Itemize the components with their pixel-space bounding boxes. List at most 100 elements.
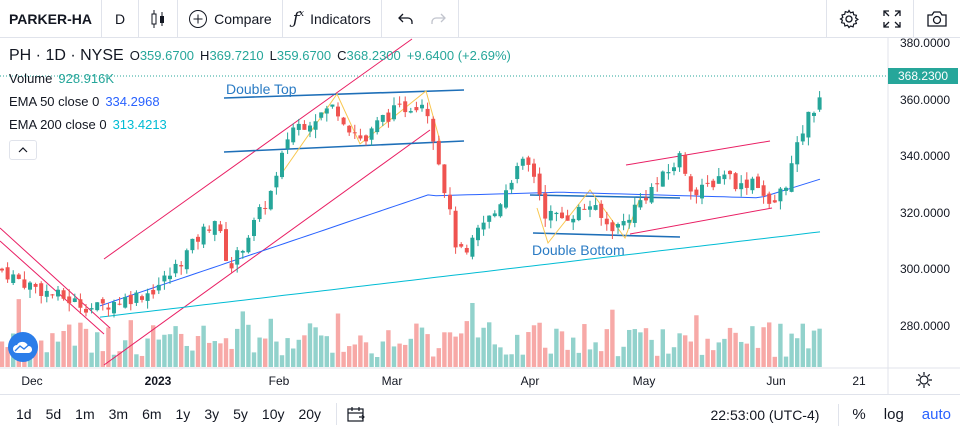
candle-body[interactable] bbox=[235, 250, 240, 265]
candle-body[interactable] bbox=[330, 104, 335, 107]
candle-body[interactable] bbox=[789, 163, 794, 192]
candle-body[interactable] bbox=[532, 163, 536, 177]
candle-body[interactable] bbox=[78, 299, 83, 308]
candle-body[interactable] bbox=[560, 212, 564, 219]
interval-button[interactable]: D bbox=[102, 0, 140, 38]
legend-volume-row[interactable]: Volume 928.916K bbox=[9, 67, 513, 90]
candle-body[interactable] bbox=[817, 97, 822, 110]
candle-body[interactable] bbox=[56, 289, 60, 297]
candle-body[interactable] bbox=[50, 294, 55, 296]
brand-logo[interactable] bbox=[8, 332, 38, 362]
candle-body[interactable] bbox=[565, 215, 570, 221]
candle-body[interactable] bbox=[778, 188, 783, 202]
screenshot-button[interactable] bbox=[913, 0, 960, 38]
candle-body[interactable] bbox=[61, 290, 66, 299]
candle-body[interactable] bbox=[95, 302, 100, 311]
candle-body[interactable] bbox=[481, 222, 486, 230]
range-button-10y[interactable]: 10y bbox=[261, 406, 285, 422]
candle-body[interactable] bbox=[112, 301, 116, 314]
candle-body[interactable] bbox=[772, 200, 777, 203]
candle-body[interactable] bbox=[761, 185, 766, 196]
candle-body[interactable] bbox=[0, 268, 4, 271]
candle-body[interactable] bbox=[16, 274, 21, 279]
candle-body[interactable] bbox=[683, 155, 688, 174]
candle-body[interactable] bbox=[190, 238, 195, 251]
candle-body[interactable] bbox=[268, 190, 273, 210]
candle-body[interactable] bbox=[571, 218, 576, 223]
channel-line[interactable] bbox=[625, 140, 771, 166]
double-top-label[interactable]: Double Top bbox=[226, 81, 297, 97]
log-scale-toggle[interactable]: log bbox=[883, 406, 904, 423]
candle-body[interactable] bbox=[246, 237, 251, 253]
legend-collapse-button[interactable] bbox=[9, 140, 37, 160]
candle-body[interactable] bbox=[442, 164, 447, 194]
candle-body[interactable] bbox=[733, 173, 738, 190]
candle-body[interactable] bbox=[196, 236, 200, 242]
candle-body[interactable] bbox=[420, 104, 424, 109]
candle-body[interactable] bbox=[728, 170, 732, 175]
candle-body[interactable] bbox=[145, 293, 150, 301]
candle-body[interactable] bbox=[621, 221, 626, 226]
range-button-6m[interactable]: 6m bbox=[142, 406, 162, 422]
candle-body[interactable] bbox=[123, 297, 128, 308]
candle-body[interactable] bbox=[716, 176, 721, 184]
pattern-zigzag[interactable] bbox=[281, 90, 441, 174]
candle-body[interactable] bbox=[666, 172, 671, 174]
candle-body[interactable] bbox=[593, 205, 598, 210]
candle-body[interactable] bbox=[431, 118, 436, 142]
candle-body[interactable] bbox=[543, 193, 548, 219]
candle-body[interactable] bbox=[705, 182, 710, 184]
candle-body[interactable] bbox=[89, 308, 94, 310]
candle-body[interactable] bbox=[492, 213, 497, 217]
double-bottom-support-line[interactable] bbox=[529, 194, 681, 199]
candle-body[interactable] bbox=[476, 227, 480, 241]
candle-body[interactable] bbox=[756, 176, 760, 188]
candle-body[interactable] bbox=[252, 219, 256, 237]
candle-body[interactable] bbox=[537, 173, 542, 195]
candle-body[interactable] bbox=[655, 183, 660, 185]
candle-body[interactable] bbox=[599, 203, 604, 218]
candle-body[interactable] bbox=[263, 207, 268, 209]
candle-body[interactable] bbox=[610, 222, 615, 232]
double-bottom-neck-line[interactable] bbox=[532, 232, 681, 238]
candle-body[interactable] bbox=[554, 212, 559, 215]
range-button-20y[interactable]: 20y bbox=[298, 406, 322, 422]
candle-body[interactable] bbox=[67, 296, 72, 304]
candle-body[interactable] bbox=[515, 166, 520, 180]
candle-body[interactable] bbox=[750, 178, 755, 191]
range-button-3y[interactable]: 3y bbox=[204, 406, 220, 422]
candle-body[interactable] bbox=[44, 290, 49, 297]
channel-line[interactable] bbox=[0, 227, 111, 329]
candle-body[interactable] bbox=[700, 184, 704, 199]
auto-scale-toggle[interactable]: auto bbox=[921, 406, 951, 423]
candle-body[interactable] bbox=[677, 153, 682, 168]
candle-body[interactable] bbox=[201, 226, 206, 245]
channel-line[interactable] bbox=[0, 240, 105, 335]
candle-body[interactable] bbox=[72, 298, 77, 303]
candle-body[interactable] bbox=[588, 206, 592, 210]
candle-body[interactable] bbox=[39, 283, 44, 296]
candle-body[interactable] bbox=[739, 183, 744, 190]
candle-body[interactable] bbox=[5, 267, 10, 280]
candle-body[interactable] bbox=[806, 111, 811, 138]
candle-body[interactable] bbox=[688, 176, 693, 192]
candle-body[interactable] bbox=[498, 204, 503, 217]
candle-body[interactable] bbox=[173, 263, 178, 274]
candle-body[interactable] bbox=[453, 210, 458, 248]
candle-body[interactable] bbox=[526, 157, 531, 165]
settings-button[interactable] bbox=[826, 0, 871, 38]
candle-body[interactable] bbox=[324, 108, 329, 114]
candle-body[interactable] bbox=[308, 125, 312, 132]
candle-body[interactable] bbox=[520, 158, 525, 166]
candle-body[interactable] bbox=[414, 107, 419, 111]
double-top-support-line[interactable] bbox=[223, 140, 465, 153]
candle-body[interactable] bbox=[100, 299, 105, 304]
candle-body[interactable] bbox=[644, 197, 648, 201]
redo-button[interactable] bbox=[422, 0, 459, 38]
legend-ema200-row[interactable]: EMA 200 close 0 313.4213 bbox=[9, 113, 513, 136]
candle-body[interactable] bbox=[33, 284, 38, 287]
candle-body[interactable] bbox=[604, 218, 609, 225]
candle-body[interactable] bbox=[812, 112, 816, 116]
axis-settings-button[interactable] bbox=[915, 371, 933, 394]
